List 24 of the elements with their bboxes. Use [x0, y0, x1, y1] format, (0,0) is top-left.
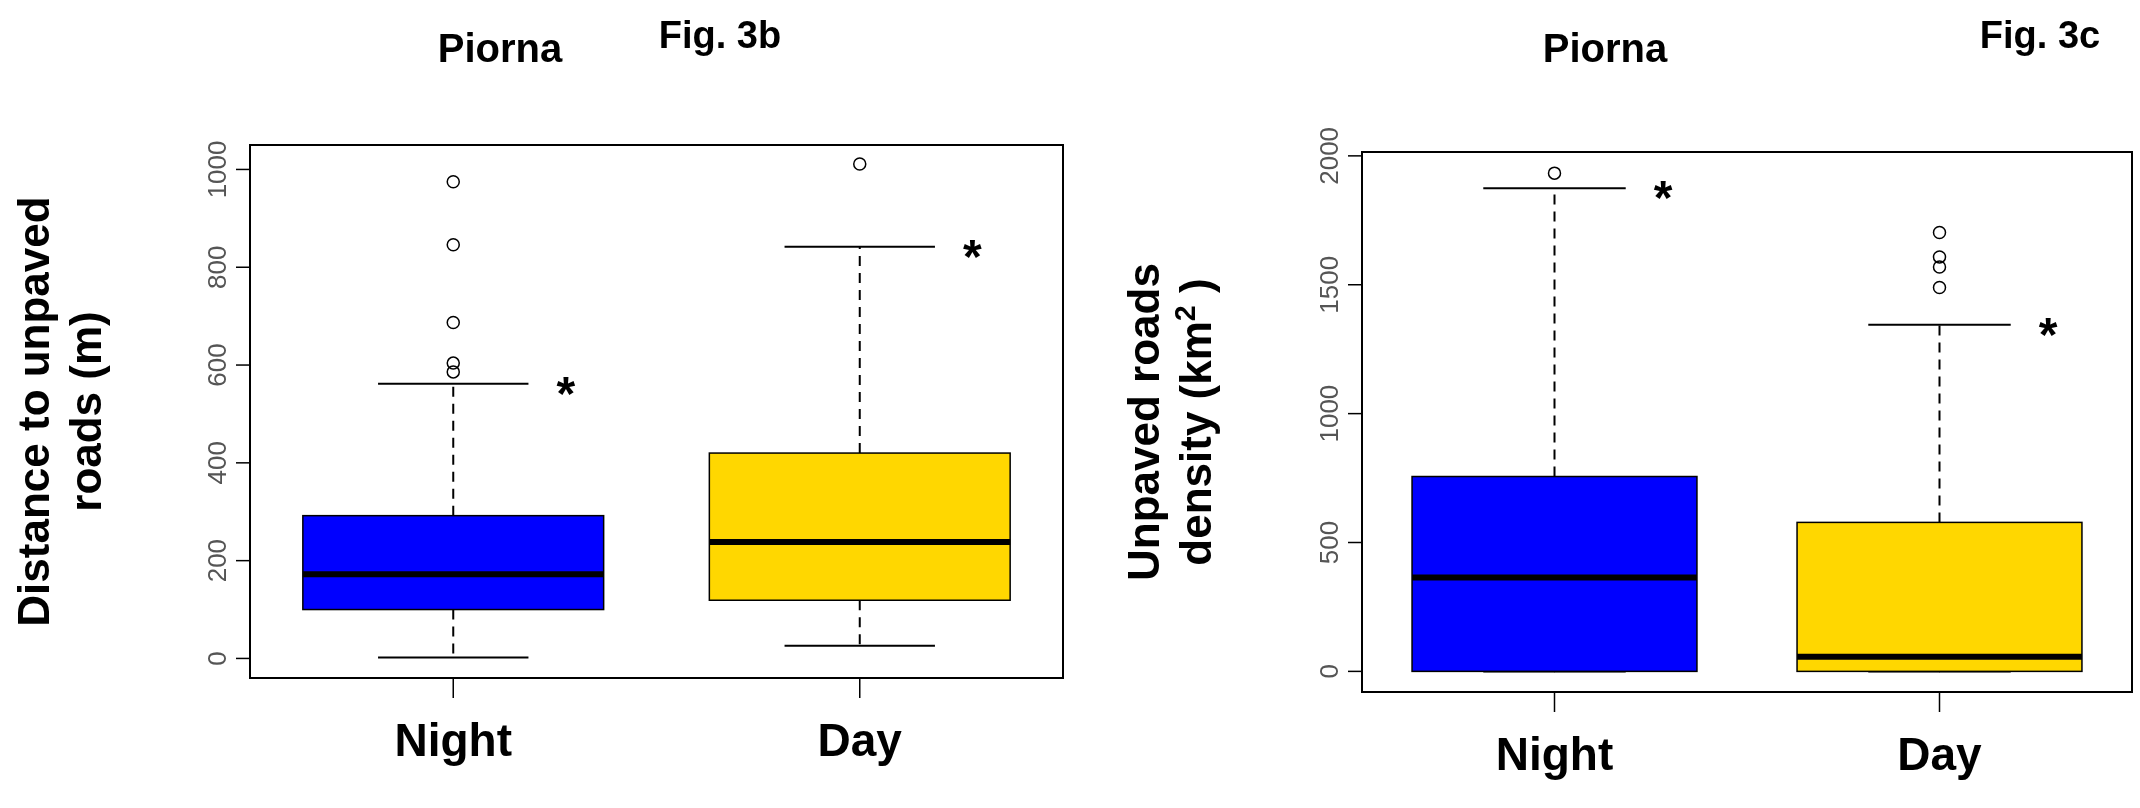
y-tick-label: 600 — [202, 343, 232, 387]
chart-title: Piorna — [1542, 26, 1668, 70]
y-tick-label: 800 — [202, 245, 232, 289]
category-label: Day — [1897, 728, 1982, 780]
y-tick-label: 200 — [202, 538, 232, 583]
y-tick-label: 2000 — [1314, 126, 1344, 185]
annotation: * — [556, 366, 576, 420]
y-tick-label: 0 — [202, 651, 232, 666]
caption: Fig. 3c — [1979, 14, 2101, 56]
y-tick-label: 1000 — [1314, 384, 1344, 443]
caption: Fig. 3b — [658, 14, 782, 56]
annotation: * — [962, 229, 982, 283]
annotation: * — [2038, 307, 2058, 361]
chart-title: Piorna — [437, 26, 563, 70]
annotation: * — [1653, 171, 1673, 225]
category-label: Night — [394, 714, 513, 766]
category-label: Day — [817, 714, 902, 766]
y-tick-label: 0 — [1314, 664, 1344, 679]
category-label: Night — [1495, 728, 1614, 780]
y-tick-label: 1500 — [1314, 255, 1344, 314]
y-tick-label: 500 — [1314, 520, 1344, 565]
y-tick-label: 1000 — [202, 140, 232, 199]
y-axis-title: Distance to unpaved roads (m) — [9, 196, 110, 627]
y-tick-label: 400 — [202, 441, 232, 485]
